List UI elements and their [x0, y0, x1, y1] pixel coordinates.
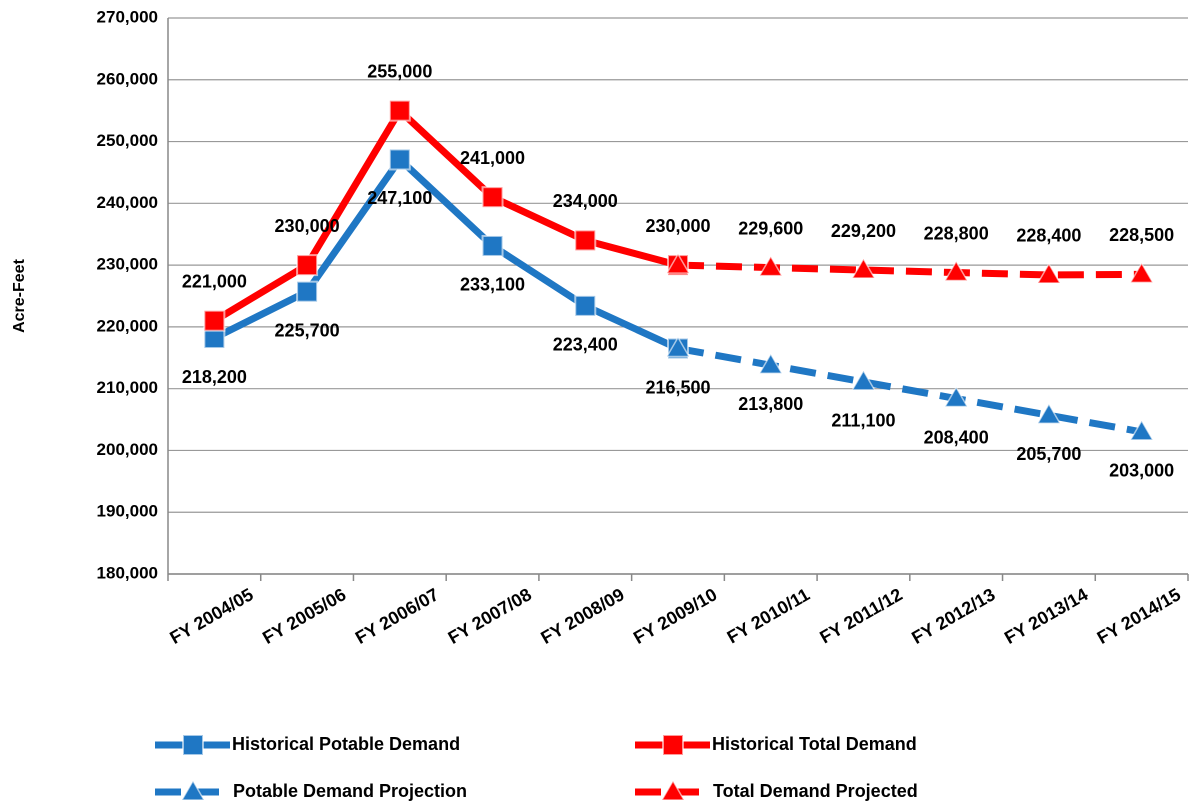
legend-entry: Total Demand Projected: [635, 779, 918, 801]
data-point: [943, 386, 969, 408]
x-tick-label: FY 2011/12: [816, 584, 905, 647]
data-point: [203, 309, 226, 332]
legend-entry: Historical Total Demand: [635, 734, 917, 756]
data-label: 241,000: [460, 148, 525, 168]
data-label: 234,000: [553, 191, 618, 211]
series-line: [677, 261, 1142, 279]
data-label: 228,500: [1109, 225, 1174, 245]
data-point: [1129, 419, 1154, 441]
data-label: 213,800: [738, 394, 803, 414]
data-point: [851, 257, 876, 279]
y-tick-label: 200,000: [97, 440, 158, 459]
legend-marker: [180, 779, 206, 801]
x-tick-label: FY 2004/05: [166, 584, 256, 648]
data-label: 229,200: [831, 221, 896, 241]
data-label: 223,400: [553, 335, 618, 355]
y-tick-label: 220,000: [97, 316, 158, 335]
data-label: 208,400: [924, 427, 989, 447]
data-point: [665, 336, 691, 358]
data-point: [851, 369, 876, 391]
legend-label: Historical Potable Demand: [232, 734, 460, 754]
y-tick-label: 270,000: [97, 7, 158, 26]
series-line: [677, 345, 1143, 436]
x-tick-label: FY 2013/14: [1001, 584, 1091, 648]
data-label: 211,100: [831, 411, 895, 431]
y-tick-label: 190,000: [97, 502, 158, 521]
x-tick-label: FY 2006/07: [352, 584, 442, 648]
series-line: [212, 107, 679, 324]
data-point: [758, 352, 784, 374]
x-tick-label: FY 2012/13: [908, 584, 998, 648]
x-tick-label: FY 2010/11: [724, 584, 813, 647]
data-label: 205,700: [1016, 444, 1081, 464]
data-point: [574, 294, 597, 317]
data-point: [1036, 402, 1062, 424]
data-label: 229,600: [738, 218, 803, 238]
y-axis-label: Acre-Feet: [11, 258, 28, 332]
data-label: 218,200: [182, 367, 247, 387]
legend-marker: [662, 734, 684, 756]
data-point: [388, 148, 411, 171]
data-label: 228,400: [1016, 226, 1081, 246]
data-label: 216,500: [645, 377, 710, 397]
data-point: [665, 252, 691, 274]
data-label: 203,000: [1109, 461, 1174, 481]
legend-label: Potable Demand Projection: [233, 781, 467, 801]
legend-label: Historical Total Demand: [712, 734, 917, 754]
data-point: [1129, 261, 1154, 284]
data-point: [1036, 262, 1062, 284]
y-tick-label: 230,000: [97, 255, 158, 274]
data-label: 247,100: [367, 188, 432, 208]
legend-marker: [182, 734, 204, 756]
data-point: [388, 99, 411, 122]
data-label: 228,800: [924, 223, 989, 243]
x-tick-label: FY 2005/06: [259, 584, 349, 648]
legend-marker: [660, 779, 686, 801]
data-label: 255,000: [367, 61, 432, 81]
data-label: 230,000: [275, 216, 340, 236]
data-label: 225,700: [275, 320, 340, 340]
data-point: [574, 229, 597, 252]
data-point: [296, 280, 319, 303]
y-tick-label: 240,000: [97, 193, 158, 212]
x-tick-label: FY 2014/15: [1094, 584, 1184, 648]
y-tick-label: 250,000: [97, 131, 158, 150]
series-line: [212, 155, 680, 352]
x-tick-label: FY 2008/09: [537, 584, 627, 648]
data-label: 233,100: [460, 275, 525, 295]
legend-entry: Potable Demand Projection: [155, 779, 467, 801]
data-point: [758, 255, 784, 277]
y-tick-label: 210,000: [97, 378, 158, 397]
legend-label: Total Demand Projected: [713, 781, 918, 801]
x-tick-label: FY 2007/08: [445, 584, 535, 648]
data-label: 230,000: [645, 216, 710, 236]
y-tick-label: 260,000: [97, 69, 158, 88]
x-tick-label: FY 2009/10: [630, 584, 720, 648]
data-point: [943, 260, 969, 282]
legend-entry: Historical Potable Demand: [155, 734, 460, 756]
data-point: [481, 186, 504, 209]
data-point: [296, 254, 319, 277]
y-tick-label: 180,000: [97, 563, 158, 582]
data-point: [481, 234, 504, 257]
data-label: 221,000: [182, 271, 247, 291]
